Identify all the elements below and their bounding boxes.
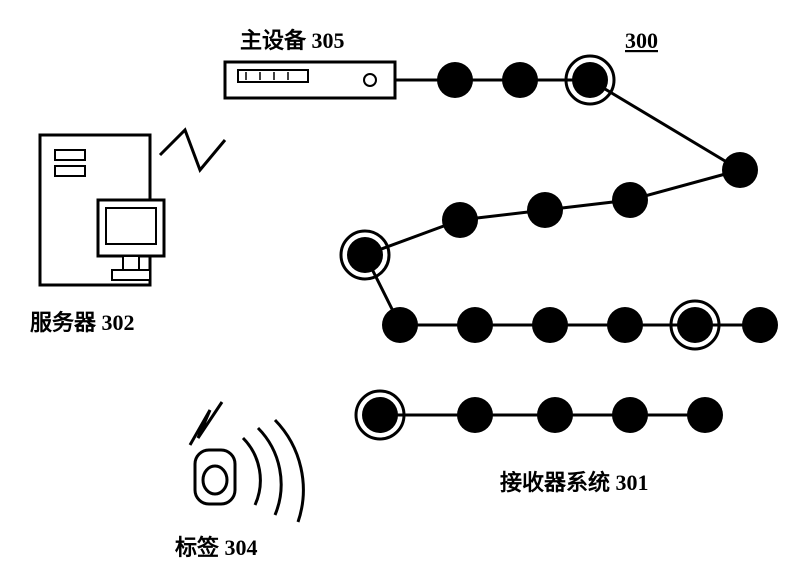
network-node — [457, 307, 493, 343]
tag-wave-icon — [243, 438, 260, 505]
network-node — [502, 62, 538, 98]
tag-bolt-icon — [190, 402, 222, 445]
network-node — [382, 307, 418, 343]
server — [40, 135, 164, 285]
receiver-system-label: 接收器系统 301 — [500, 470, 649, 495]
tag-label: 标签 304 — [175, 535, 258, 560]
network-node — [437, 62, 473, 98]
network-node — [347, 237, 383, 273]
master-device-label: 主设备 305 — [240, 28, 345, 53]
receiver-system — [341, 56, 778, 439]
network-node — [457, 397, 493, 433]
network-node — [607, 307, 643, 343]
network-node — [612, 397, 648, 433]
network-node — [572, 62, 608, 98]
network-node — [722, 152, 758, 188]
server-label: 服务器 302 — [30, 310, 135, 335]
network-node — [527, 192, 563, 228]
network-node — [532, 307, 568, 343]
tag-wave-icon — [258, 428, 281, 515]
wireless-link-icon — [160, 130, 225, 170]
network-node — [442, 202, 478, 238]
network-node — [742, 307, 778, 343]
network-node — [537, 397, 573, 433]
figure-ref-label: 300 — [625, 28, 658, 53]
network-node — [677, 307, 713, 343]
tag — [190, 402, 303, 522]
network-node — [687, 397, 723, 433]
master-device — [225, 62, 395, 98]
network-node — [612, 182, 648, 218]
network-node — [362, 397, 398, 433]
network-edge — [590, 80, 740, 170]
